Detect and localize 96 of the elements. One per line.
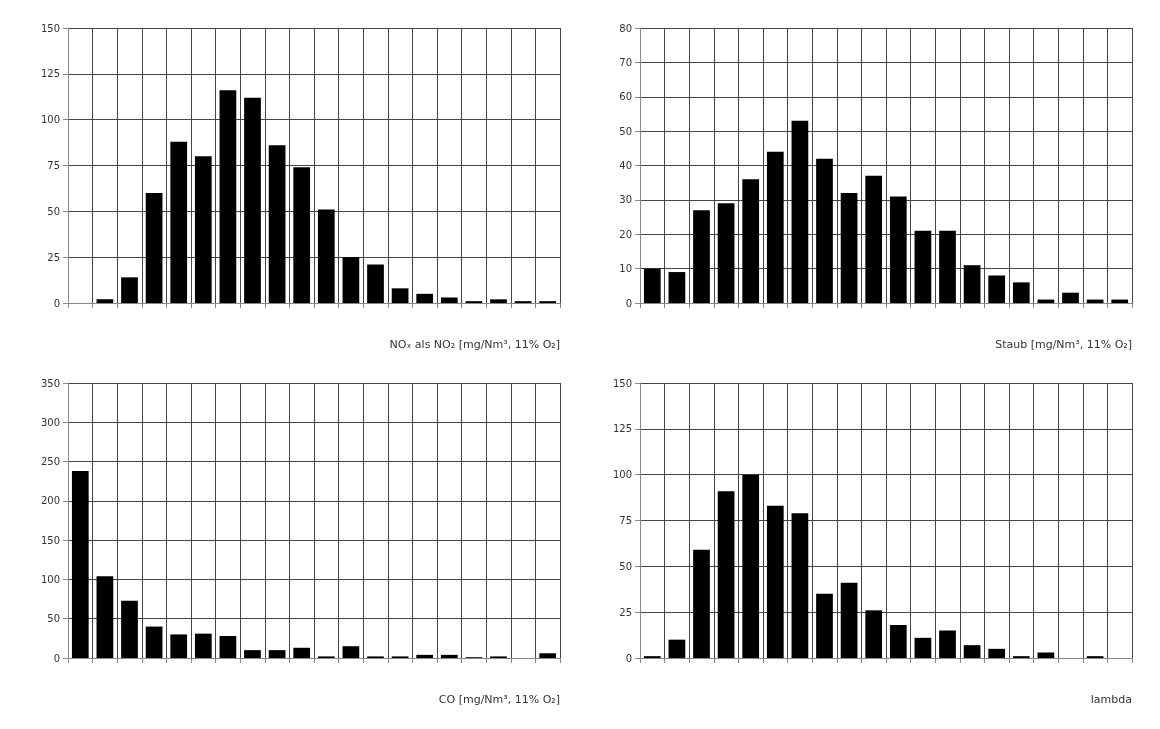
bar <box>317 209 335 303</box>
bar <box>342 257 360 303</box>
x-axis-title: Staub [mg/Nm³, 11% O₂] <box>995 338 1132 351</box>
y-tick-label: 150 <box>40 534 60 546</box>
bar <box>988 275 1006 303</box>
bar <box>416 654 434 658</box>
bar <box>293 647 311 658</box>
bar <box>693 210 710 303</box>
bar <box>816 593 833 658</box>
y-tick-label: 125 <box>40 68 60 80</box>
bar <box>668 639 686 658</box>
bar <box>914 637 932 658</box>
bar <box>219 636 237 658</box>
bar <box>766 151 784 303</box>
bar <box>440 297 458 303</box>
bar <box>121 600 138 658</box>
bar <box>791 120 809 303</box>
bar <box>194 633 212 658</box>
y-tick-label: 100 <box>40 114 60 126</box>
bar <box>416 293 434 303</box>
y-tick-label: 350 <box>40 377 60 389</box>
x-axis-title: CO [mg/Nm³, 11% O₂] <box>438 693 560 706</box>
y-tick-label: 0 <box>625 297 632 309</box>
y-tick-label: 20 <box>619 228 632 240</box>
bar <box>914 230 932 303</box>
bar <box>816 158 833 303</box>
bar <box>490 299 507 303</box>
y-tick-label: 100 <box>612 469 632 481</box>
y-tick-label: 100 <box>40 573 60 585</box>
bar <box>268 145 286 303</box>
y-tick-label: 75 <box>619 515 632 526</box>
bar <box>840 193 858 303</box>
bar <box>988 648 1006 658</box>
y-tick-label: 125 <box>612 423 632 435</box>
y-tick-label: 40 <box>619 160 632 171</box>
bar <box>668 272 686 303</box>
y-tick-label: 0 <box>53 297 60 309</box>
x-axis-title: NOₓ als NO₂ [mg/Nm³, 11% O₂] <box>389 338 560 351</box>
bar <box>219 90 237 303</box>
bar <box>742 474 760 658</box>
bar <box>244 97 261 303</box>
bar <box>539 653 557 658</box>
bar <box>742 179 760 303</box>
y-tick-label: 25 <box>619 606 632 618</box>
y-tick-label: 80 <box>619 22 632 34</box>
bar <box>791 513 809 658</box>
y-tick-label: 0 <box>53 652 60 664</box>
bar <box>717 203 735 303</box>
bar <box>170 634 188 658</box>
bar <box>391 288 409 303</box>
bar <box>865 610 883 658</box>
y-tick-label: 75 <box>47 160 60 171</box>
bar <box>293 167 311 303</box>
bar <box>865 175 883 303</box>
bar <box>840 582 858 658</box>
bar <box>170 141 188 303</box>
bar <box>440 654 458 658</box>
y-tick-label: 25 <box>47 251 60 263</box>
y-tick-label: 60 <box>619 91 632 103</box>
bar <box>693 549 710 658</box>
bar <box>1012 282 1030 303</box>
bar <box>96 299 114 303</box>
y-tick-label: 50 <box>619 560 632 572</box>
bar <box>367 264 384 303</box>
y-tick-label: 150 <box>612 377 632 389</box>
bar <box>268 650 286 658</box>
y-tick-label: 200 <box>40 495 60 507</box>
bar <box>244 650 261 658</box>
y-tick-label: 10 <box>619 263 632 275</box>
bar <box>145 193 163 303</box>
bar <box>145 626 163 658</box>
y-tick-label: 50 <box>619 125 632 137</box>
bar <box>963 645 981 658</box>
bar <box>717 491 735 658</box>
bar <box>643 268 661 303</box>
bar <box>963 265 981 303</box>
bar <box>194 156 212 303</box>
bar <box>71 471 89 658</box>
bar <box>121 277 138 303</box>
bar <box>96 576 114 658</box>
y-tick-label: 250 <box>40 456 60 468</box>
y-tick-label: 300 <box>40 416 60 428</box>
bar <box>939 630 956 658</box>
bar <box>766 505 784 658</box>
y-tick-label: 70 <box>619 56 632 68</box>
x-axis-title: lambda <box>1090 693 1132 706</box>
y-tick-label: 150 <box>40 22 60 34</box>
y-tick-label: 50 <box>47 205 60 217</box>
bar <box>1062 292 1079 303</box>
bar <box>889 625 907 658</box>
bar <box>342 646 360 658</box>
bar <box>939 230 956 303</box>
y-tick-label: 0 <box>625 652 632 664</box>
bar <box>889 196 907 303</box>
y-tick-label: 30 <box>619 194 632 206</box>
y-tick-label: 50 <box>47 613 60 625</box>
